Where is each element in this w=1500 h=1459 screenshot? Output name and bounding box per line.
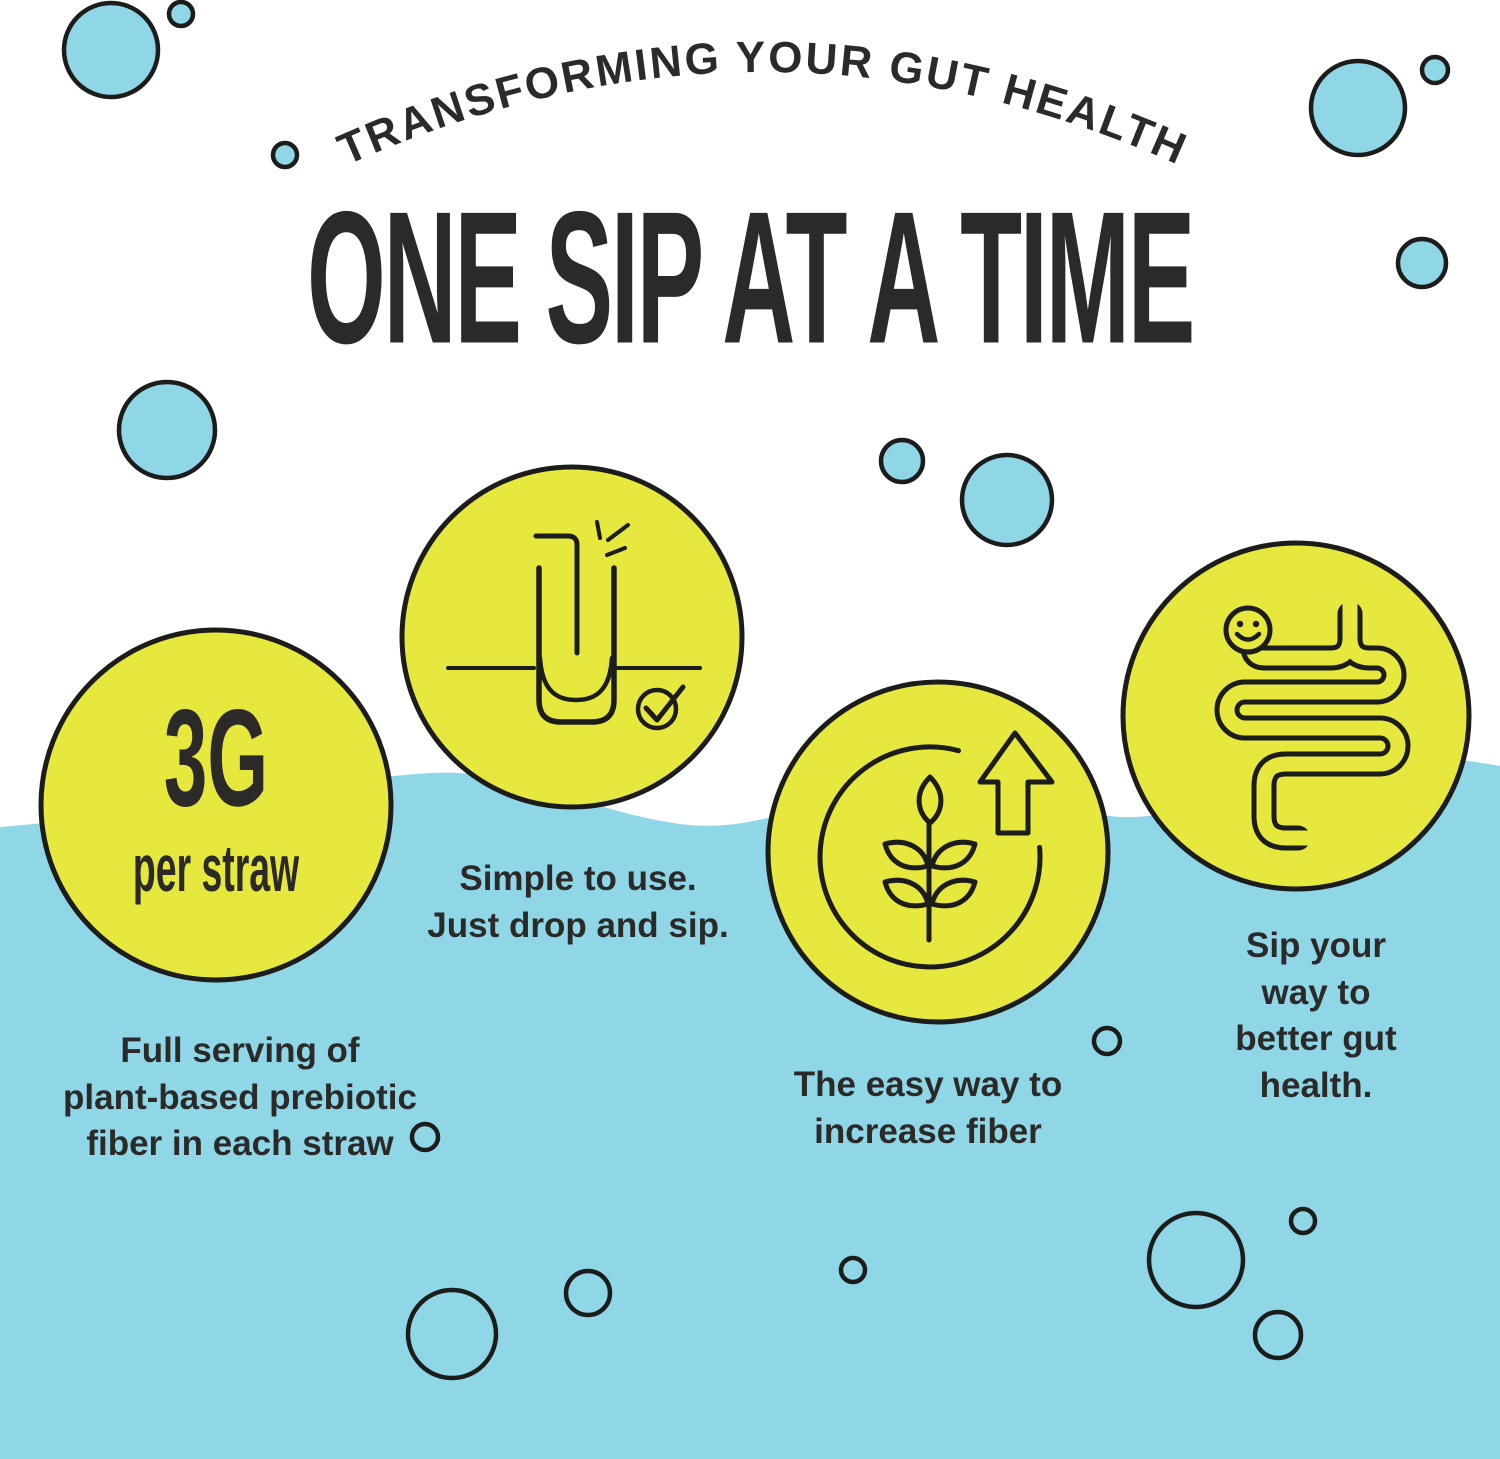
badge-value: 3G [163, 682, 269, 836]
bubble-icon [959, 452, 1055, 548]
caption-gut-health: Sip your way to better gut health. [1235, 926, 1397, 1105]
sparkle-icon [595, 520, 630, 557]
feature-circle-simple [399, 464, 745, 810]
bubble-icon [1419, 54, 1451, 86]
caption-increase-fiber: The easy way to increase fiber [793, 1065, 1063, 1151]
floating-bubbles [61, 0, 1451, 548]
glass-straw-icon [446, 520, 702, 731]
wheat-leaf [882, 774, 978, 909]
arch-title-text: TRANSFORMING YOUR GUT HEALTH [331, 33, 1193, 175]
feature-circle-3g [38, 627, 394, 983]
check-icon [643, 684, 686, 723]
bubble-icon [1308, 58, 1408, 158]
bubble-icon [270, 140, 300, 170]
smiley-face-icon [1223, 605, 1273, 655]
bubble-outline [1252, 1309, 1304, 1361]
3g-badge: 3G per straw [132, 682, 300, 906]
bubble-outline [409, 1121, 441, 1153]
page-title: ONE SIP AT A TIME [306, 171, 1195, 384]
underwater-bubbles [405, 1025, 1318, 1381]
bubble-outline [1091, 1025, 1123, 1057]
badge-unit: per straw [132, 832, 300, 906]
bubble-outline [1288, 1206, 1318, 1236]
arrow-up-icon [977, 730, 1055, 836]
happy-gut-icon [1214, 596, 1411, 851]
bubble-outline [1146, 1210, 1246, 1310]
bubble-icon [166, 0, 196, 29]
arch-title: TRANSFORMING YOUR GUT HEALTH [331, 33, 1195, 175]
fiber-increase-icon [817, 730, 1055, 970]
bubble-icon [116, 379, 218, 481]
water-wave [0, 756, 1500, 1459]
bubble-icon [878, 437, 926, 485]
caption-full-serving: Full serving of plant-based prebiotic fi… [63, 1031, 417, 1164]
bubble-icon [1395, 236, 1449, 290]
bubble-outline [838, 1255, 868, 1285]
check-icon [635, 687, 679, 731]
caption-simple-to-use: Simple to use. Just drop and sip. [427, 859, 729, 945]
bubble-outline [563, 1268, 613, 1318]
bubble-icon [61, 0, 161, 100]
bubble-outline [405, 1287, 499, 1381]
